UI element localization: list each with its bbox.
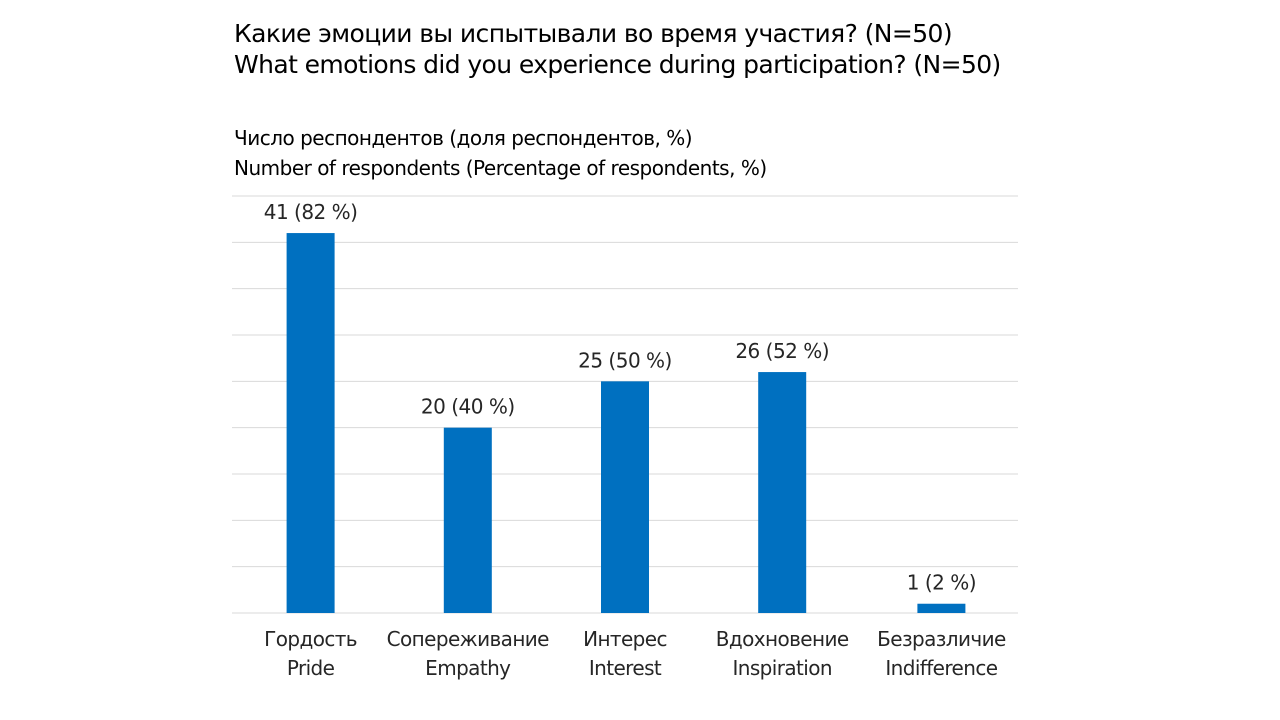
category-label: Indifference <box>885 656 997 680</box>
bar <box>286 233 335 614</box>
bar <box>917 603 966 613</box>
bar <box>758 372 807 613</box>
y-axis-label-en: Number of respondents (Percentage of res… <box>234 156 767 180</box>
chart-title-en: What emotions did you experience during … <box>234 50 1001 79</box>
bar <box>601 381 649 613</box>
category-label: Вдохновение <box>716 627 849 651</box>
category-label: Empathy <box>425 656 511 680</box>
category-label: Сопереживание <box>387 627 550 651</box>
bar <box>443 427 492 613</box>
category-label: Pride <box>287 656 335 680</box>
y-axis-label-ru: Число респондентов (доля респондентов, %… <box>234 126 693 150</box>
category-label: Безразличие <box>877 627 1006 651</box>
data-label: 20 (40 %) <box>421 395 515 419</box>
data-label: 41 (82 %) <box>264 200 358 224</box>
data-label: 25 (50 %) <box>578 348 672 372</box>
category-label: Inspiration <box>732 656 831 680</box>
data-label: 1 (2 %) <box>907 571 976 595</box>
category-label: Гордость <box>264 627 357 651</box>
y-axis-label: Число респондентов (доля респондентов, %… <box>234 123 767 183</box>
category-label: Interest <box>589 656 662 680</box>
category-label: Интерес <box>583 627 667 651</box>
data-label: 26 (52 %) <box>735 339 829 363</box>
chart-title-ru: Какие эмоции вы испытывали во время учас… <box>234 19 953 48</box>
chart-title: Какие эмоции вы испытывали во время учас… <box>234 18 1001 80</box>
